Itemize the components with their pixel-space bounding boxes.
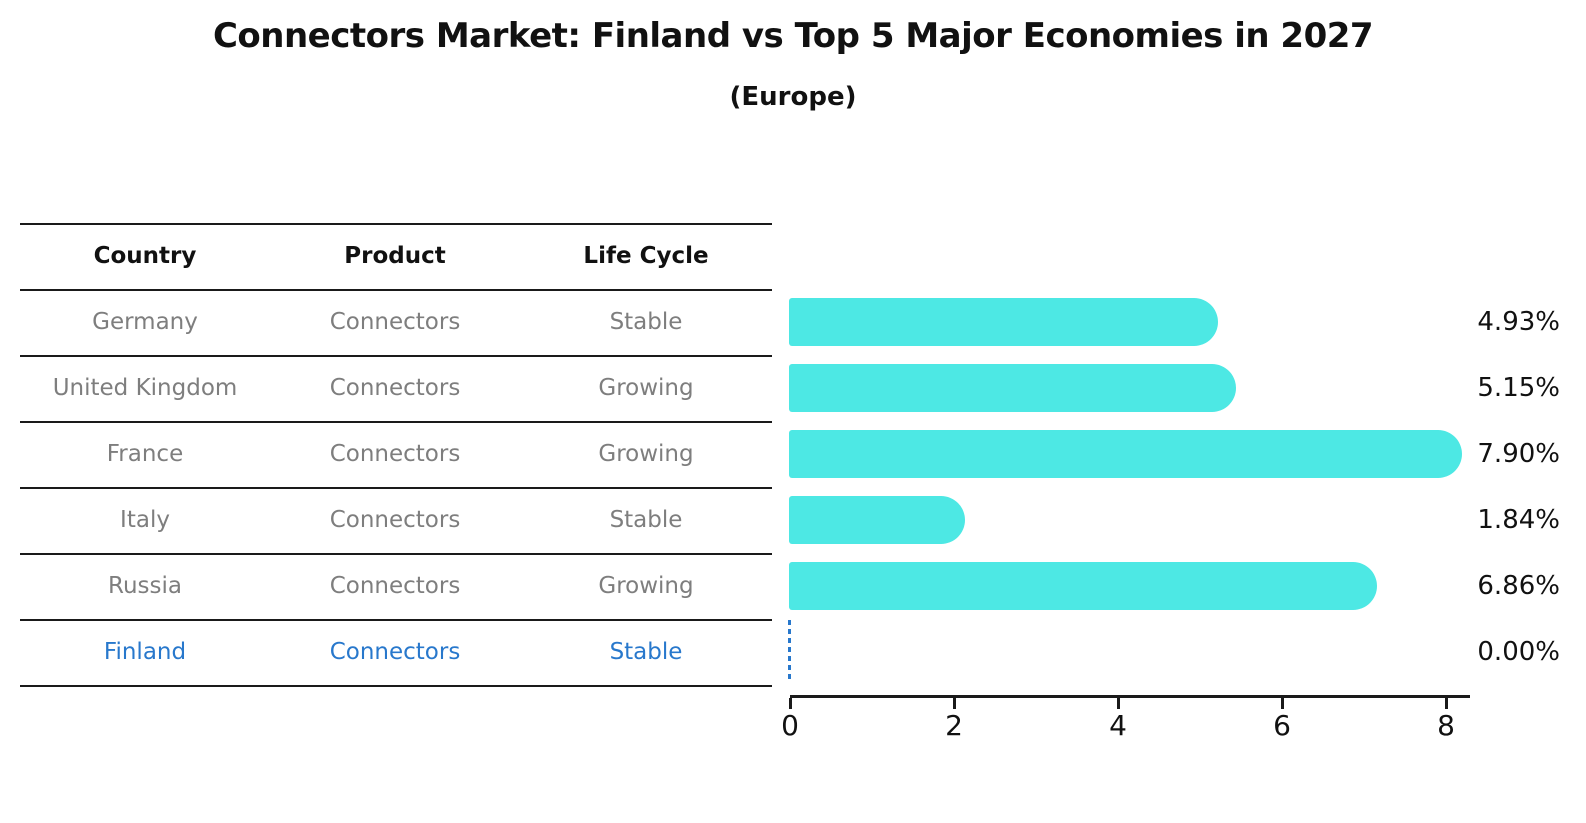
bar-value-label: 7.90% — [1477, 439, 1560, 469]
table-cell-country: Finland — [103, 639, 187, 665]
bar-france — [789, 430, 1462, 478]
table-row-border — [20, 685, 772, 687]
table-cell-country: France — [106, 441, 184, 467]
x-tick-label: 6 — [1273, 709, 1291, 742]
table-top-border — [20, 223, 772, 225]
table-cell-life-cycle: Growing — [598, 573, 694, 599]
bar-value-label: 4.93% — [1477, 307, 1560, 337]
x-tick — [1117, 698, 1120, 709]
bar-russia — [789, 562, 1377, 610]
bar-value-label: 0.00% — [1477, 637, 1560, 667]
x-tick-label: 8 — [1437, 709, 1455, 742]
table-row-border — [20, 421, 772, 423]
table-row-border — [20, 619, 772, 621]
x-tick — [1281, 698, 1284, 709]
table-header-country: Country — [93, 243, 197, 269]
bar-value-label: 1.84% — [1477, 505, 1560, 535]
table-cell-product: Connectors — [329, 639, 461, 665]
table-cell-life-cycle: Stable — [609, 639, 683, 665]
bar-value-label: 6.86% — [1477, 571, 1560, 601]
table-cell-product: Connectors — [329, 309, 461, 335]
table-row-border — [20, 355, 772, 357]
bar-value-label: 5.15% — [1477, 373, 1560, 403]
table-header-life-cycle: Life Cycle — [583, 243, 709, 269]
x-tick — [953, 698, 956, 709]
table-cell-country: Germany — [92, 309, 198, 335]
bar-germany — [789, 298, 1219, 346]
table-cell-product: Connectors — [329, 441, 461, 467]
finland-zero-marker — [788, 620, 791, 682]
table-cell-life-cycle: Growing — [598, 441, 694, 467]
x-tick — [1445, 698, 1448, 709]
table-row-border — [20, 553, 772, 555]
table-cell-life-cycle: Stable — [609, 309, 683, 335]
x-axis-line — [790, 695, 1470, 698]
table-cell-country: Italy — [120, 507, 170, 533]
table-header-border — [20, 289, 772, 291]
table-cell-country: Russia — [108, 573, 182, 599]
x-tick — [789, 698, 792, 709]
table-cell-product: Connectors — [329, 375, 461, 401]
table-cell-life-cycle: Stable — [609, 507, 683, 533]
table-cell-product: Connectors — [329, 573, 461, 599]
table-row-border — [20, 487, 772, 489]
chart-title: Connectors Market: Finland vs Top 5 Majo… — [212, 16, 1374, 56]
x-tick-label: 0 — [781, 709, 799, 742]
x-tick-label: 2 — [945, 709, 963, 742]
bar-united-kingdom — [789, 364, 1237, 412]
chart-subtitle: (Europe) — [729, 82, 857, 112]
x-tick-label: 4 — [1109, 709, 1127, 742]
table-cell-life-cycle: Growing — [598, 375, 694, 401]
bar-italy — [789, 496, 965, 544]
table-cell-product: Connectors — [329, 507, 461, 533]
table-cell-country: United Kingdom — [52, 375, 238, 401]
table-header-product: Product — [344, 243, 446, 269]
